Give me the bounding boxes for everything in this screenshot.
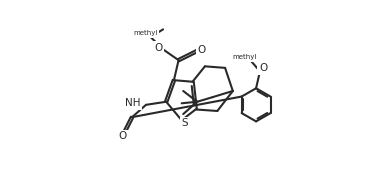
Text: O: O — [198, 45, 206, 55]
Text: NH: NH — [125, 98, 140, 108]
Text: O: O — [259, 63, 267, 73]
Text: S: S — [182, 118, 188, 128]
Text: methyl: methyl — [232, 54, 257, 60]
Text: O: O — [119, 131, 127, 141]
Text: O: O — [154, 43, 163, 53]
Text: methyl: methyl — [133, 30, 158, 36]
